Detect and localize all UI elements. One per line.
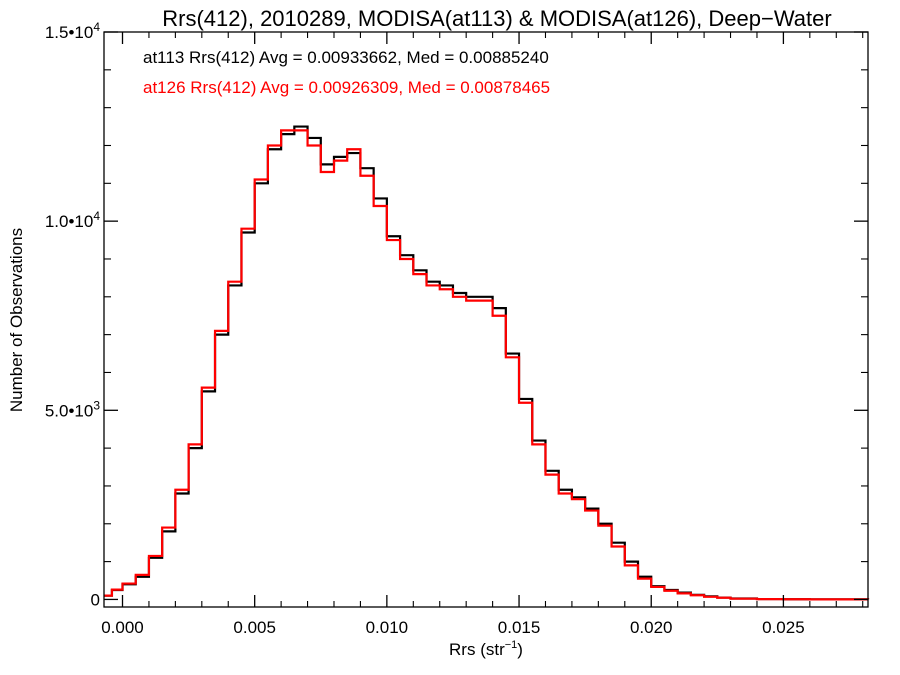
legend: at113 Rrs(412) Avg = 0.00933662, Med = 0… bbox=[143, 48, 550, 97]
y-tick-label: 0 bbox=[91, 590, 100, 609]
y-tick-label: 5.0•103 bbox=[45, 398, 101, 420]
chart-title: Rrs(412), 2010289, MODISA(at113) & MODIS… bbox=[162, 6, 831, 31]
x-axis-label-end: ) bbox=[517, 640, 523, 659]
y-tick-label: 1.0•104 bbox=[45, 209, 101, 231]
y-axis-label: Number of Observations bbox=[7, 228, 26, 412]
x-axis-label-main: Rrs (str bbox=[449, 640, 505, 659]
x-tick-label: 0.015 bbox=[498, 618, 541, 637]
y-tick-label: 1.5•104 bbox=[45, 20, 101, 42]
x-tick-label: 0.010 bbox=[366, 618, 409, 637]
x-tick-label: 0.020 bbox=[630, 618, 673, 637]
series-line-at126 bbox=[104, 129, 870, 601]
x-tick-label: 0.005 bbox=[233, 618, 276, 637]
x-tick-label: 0.000 bbox=[101, 618, 144, 637]
y-axis: 0 5.0•103 1.0•104 1.5•104 bbox=[45, 20, 868, 609]
legend-entry-at113: at113 Rrs(412) Avg = 0.00933662, Med = 0… bbox=[143, 48, 549, 67]
x-axis: 0.000 0.005 0.010 0.015 0.020 0.025 bbox=[101, 32, 864, 637]
legend-entry-at126: at126 Rrs(412) Avg = 0.00926309, Med = 0… bbox=[143, 78, 550, 97]
x-axis-label: Rrs (str−1) bbox=[449, 639, 523, 659]
x-tick-label: 0.025 bbox=[762, 618, 805, 637]
plot-area bbox=[104, 125, 870, 601]
x-axis-label-superscript: −1 bbox=[505, 639, 518, 651]
plot-frame bbox=[103, 31, 869, 608]
